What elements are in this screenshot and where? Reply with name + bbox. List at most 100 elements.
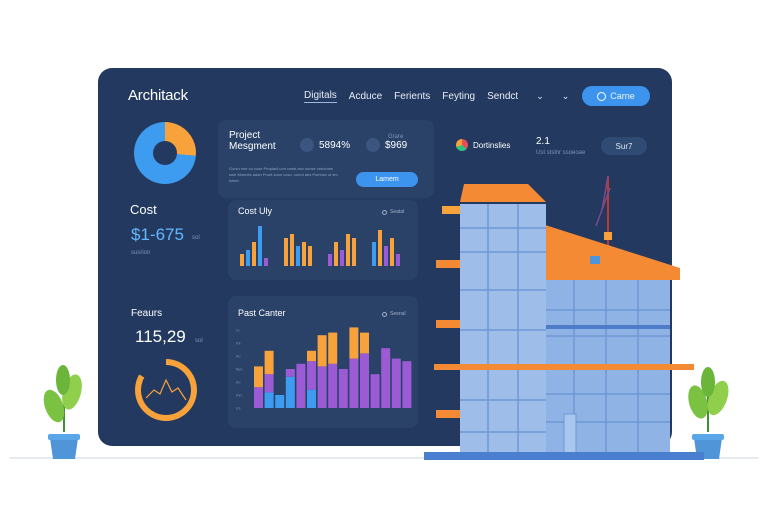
project-stat-1: 5894%	[300, 138, 350, 152]
cost-value: $1-675	[131, 225, 184, 244]
past-chart-title: Past Canter	[238, 308, 286, 318]
stacked-bar-segment	[307, 350, 316, 362]
nav-item-digitals[interactable]: Digitals	[304, 90, 337, 103]
coin-icon	[366, 138, 380, 152]
plant-left-icon	[43, 365, 82, 459]
cta-button[interactable]: Carne	[582, 86, 650, 106]
project-stat-2: $969	[366, 138, 407, 152]
cost-unit: sol	[192, 235, 200, 241]
y-tick-label: tlen	[236, 367, 242, 372]
gear-icon	[382, 311, 387, 317]
stacked-bar-segment	[317, 335, 327, 367]
stacked-bar-segment	[391, 358, 401, 408]
project-title-line1: Project	[229, 130, 261, 141]
stacked-bar-segment	[370, 374, 380, 408]
top-nav: Digitals Acduce Ferients Feyting Sendct …	[304, 90, 569, 103]
past-stacked-chart: rrs rhn rlo tlen rlu rhl ro	[236, 327, 412, 411]
bar	[252, 242, 256, 266]
bar	[372, 242, 376, 266]
nav-item-acduce[interactable]: Acduce	[348, 91, 383, 102]
nav-item-ferients[interactable]: Ferients	[394, 91, 431, 102]
y-tick-label: rhl	[236, 341, 241, 346]
stacked-bar-segment	[275, 395, 285, 408]
chip1-label: Dortinslies	[473, 140, 511, 150]
chevron-down-icon[interactable]: ⌄	[536, 91, 544, 101]
cost-chart-menu[interactable]: Seatal	[382, 209, 404, 215]
bar	[334, 242, 338, 266]
cost-title: Cost	[130, 202, 157, 217]
stacked-bar-segment	[264, 392, 274, 408]
bar	[396, 254, 400, 266]
bar	[346, 234, 350, 266]
building-icon	[424, 175, 704, 460]
stacked-bar-segment	[296, 363, 306, 408]
stacked-bar-segment	[254, 387, 263, 408]
ring-gauge	[135, 359, 197, 421]
bar	[284, 238, 288, 266]
stacked-bar-segment	[402, 361, 412, 408]
stacked-bar-segment	[317, 366, 327, 408]
bar	[258, 226, 262, 266]
chevron-down-icon[interactable]: ⌄	[561, 91, 570, 101]
stacked-bar-segment	[307, 389, 316, 408]
stacked-bar-segment	[381, 348, 391, 408]
project-title-line2: Mesgment	[229, 141, 276, 152]
y-tick-label: rlu	[236, 354, 240, 359]
cost-chart-menu-label: Seatal	[390, 209, 405, 215]
stacked-bar-segment	[307, 361, 316, 390]
bar	[308, 246, 312, 266]
cost-sub: susrion	[131, 250, 151, 256]
bar	[378, 230, 382, 266]
bar	[390, 238, 394, 266]
learn-button[interactable]: Lamem	[356, 172, 418, 187]
stacked-bar-segment	[360, 353, 369, 408]
feature-title: Feaurs	[131, 308, 163, 319]
ground-line	[10, 457, 758, 459]
stacked-bar-segment	[328, 332, 338, 364]
chip-sub: Ust stslnr ssoeoae	[536, 150, 586, 156]
project-title: Project Mesgment	[229, 130, 289, 152]
y-tick-label: rrs	[236, 406, 241, 411]
y-tick-label: ro	[236, 328, 240, 333]
stacked-bar-segment	[349, 327, 359, 359]
bar	[340, 250, 344, 266]
stacked-bar-segment	[285, 376, 295, 408]
project-stat2-label: Grare	[388, 134, 404, 140]
bar	[290, 234, 294, 266]
stacked-bar-segment	[360, 332, 369, 354]
chip-dortinslies[interactable]: Dortinslies	[456, 139, 510, 151]
gauge-sparkline-icon	[145, 378, 187, 401]
project-description: Gonin noe cu cuse Proplact uon cosst aoc…	[229, 166, 338, 183]
bar	[302, 242, 306, 266]
donut-chart	[134, 122, 196, 184]
cost-chart-title: Cost Uly	[238, 206, 273, 216]
pie-icon	[456, 139, 468, 151]
chip-sur7[interactable]: Sur7	[601, 137, 647, 155]
stacked-bar-segment	[264, 350, 274, 375]
past-chart-menu[interactable]: Seenal	[382, 311, 406, 317]
bar	[384, 246, 388, 266]
y-tick-label: rlo	[236, 380, 241, 385]
gear-icon	[382, 209, 387, 215]
circle-icon	[597, 91, 607, 101]
bar	[240, 254, 244, 266]
bar	[328, 254, 332, 266]
bar	[296, 246, 300, 266]
brand-logo: Architack	[128, 87, 188, 104]
stacked-bar-segment	[349, 358, 359, 408]
nav-item-feyting[interactable]: Feyting	[442, 91, 476, 102]
cta-label: Carne	[610, 91, 635, 101]
cost-bar-chart	[240, 226, 400, 266]
plant-right-icon	[688, 367, 729, 459]
nav-item-sendct[interactable]: Sendct	[487, 91, 519, 102]
y-tick-label: rhn	[236, 393, 242, 398]
feature-value: 115,29	[135, 327, 186, 346]
bar	[264, 258, 268, 266]
chart-icon	[300, 138, 314, 152]
crane-icon	[595, 175, 612, 248]
stacked-bar-segment	[285, 369, 295, 377]
project-stat2-value: $969	[385, 139, 408, 151]
project-stat1-value: 5894%	[319, 139, 351, 151]
stacked-bar-segment	[338, 369, 348, 408]
